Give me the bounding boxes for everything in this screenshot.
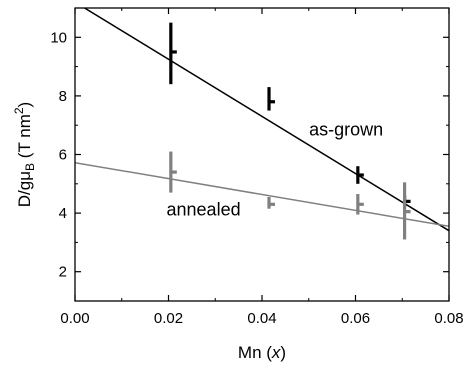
data-point-as-grown-3 — [356, 166, 364, 184]
fit-line-as-grown — [83, 8, 449, 232]
fit-line-annealed — [75, 161, 449, 228]
y-tick-label: 10 — [50, 29, 67, 46]
data-point-annealed-1 — [169, 151, 177, 193]
y-tick-label: 8 — [59, 88, 67, 105]
x-tick-label: 0.04 — [247, 310, 276, 327]
y-tick-label: 6 — [59, 147, 67, 164]
x-tick-label: 0.08 — [434, 310, 463, 327]
x-axis-label: Mn (x) — [238, 343, 286, 362]
y-axis-label: D/gμB (T nm2) — [12, 102, 37, 207]
x-tick-label: 0.02 — [154, 310, 183, 327]
plot-frame — [74, 7, 450, 302]
data-point-annealed-2 — [267, 196, 276, 209]
data-point-annealed-4 — [402, 182, 411, 240]
data-point-as-grown-1 — [169, 22, 177, 85]
annotation-as-grown: as-grown — [309, 119, 383, 139]
axis-ticks: 0.00 0.02 0.04 0.06 0.08 2 4 6 8 10 — [50, 7, 464, 327]
data-point-as-grown-2 — [267, 87, 276, 111]
x-tick-label: 0.06 — [341, 310, 370, 327]
data-point-annealed-3 — [356, 194, 364, 215]
fit-lines — [75, 8, 449, 232]
x-tick-label: 0.00 — [60, 310, 89, 327]
annotation-annealed: annealed — [167, 199, 241, 219]
y-tick-label: 2 — [59, 264, 67, 281]
y-tick-label: 4 — [59, 205, 67, 222]
annotations: as-grown annealed — [167, 119, 384, 219]
data-markers — [169, 22, 411, 240]
